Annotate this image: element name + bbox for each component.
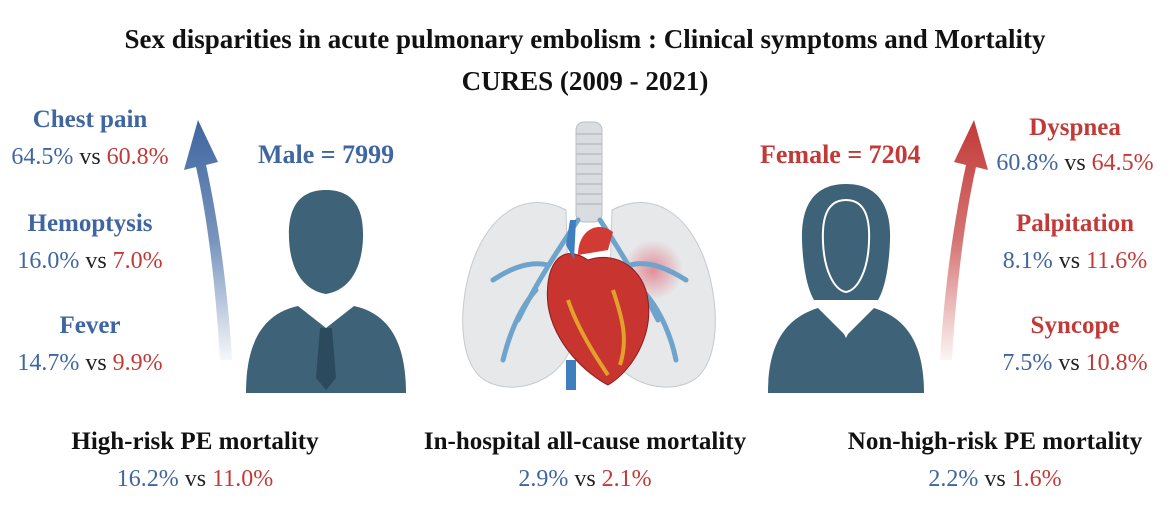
symptom-stat-syncope: 7.5% vs 10.8% — [985, 350, 1165, 377]
vs-text: vs — [1064, 150, 1086, 176]
female-count-label: Female = 7204 — [760, 140, 921, 169]
female-value: 9.9% — [112, 350, 163, 376]
mortality-label-in-hospital: In-hospital all-cause mortality — [423, 428, 747, 455]
female-value: 60.8% — [106, 144, 169, 170]
symptom-stat-fever: 14.7% vs 9.9% — [0, 350, 180, 377]
symptom-stat-dyspnea: 60.8% vs 64.5% — [985, 150, 1165, 177]
symptom-stat-palpitation: 8.1% vs 11.6% — [985, 248, 1165, 275]
male-value: 64.5% — [11, 144, 74, 170]
diagram-title-line2: CURES (2009 - 2021) — [461, 66, 709, 96]
male-silhouette-icon — [246, 190, 406, 393]
female-value: 64.5% — [1091, 150, 1154, 176]
mortality-stat-non-high-risk: 2.2% vs 1.6% — [820, 466, 1170, 493]
lungs-heart-icon — [462, 121, 716, 390]
female-value: 7.0% — [112, 248, 163, 274]
male-value: 2.9% — [518, 466, 569, 492]
vs-text: vs — [574, 466, 596, 492]
female-value: 10.8% — [1085, 350, 1148, 376]
vs-text: vs — [1058, 350, 1080, 376]
vs-text: vs — [1058, 248, 1081, 274]
female-up-arrow-icon — [940, 120, 988, 360]
mortality-stat-high-risk: 16.2% vs 11.0% — [20, 466, 370, 493]
female-value: 1.6% — [1011, 466, 1062, 492]
male-value: 14.7% — [17, 350, 80, 376]
vs-text: vs — [984, 466, 1006, 492]
male-value: 8.1% — [1002, 248, 1053, 274]
symptom-name-chest-pain: Chest pain — [32, 106, 148, 133]
symptom-name-syncope: Syncope — [1030, 312, 1120, 339]
male-up-arrow-icon — [184, 120, 232, 360]
male-count-label: Male = 7999 — [258, 140, 395, 169]
vs-text: vs — [79, 144, 101, 170]
symptom-stat-chest-pain: 64.5% vs 60.8% — [0, 144, 180, 171]
female-value: 11.0% — [212, 466, 274, 492]
vs-text: vs — [85, 350, 107, 376]
symptom-name-hemoptysis: Hemoptysis — [27, 210, 153, 237]
female-value: 11.6% — [1086, 248, 1148, 274]
vs-text: vs — [85, 248, 107, 274]
symptom-stat-hemoptysis: 16.0% vs 7.0% — [0, 248, 180, 275]
symptom-name-fever: Fever — [59, 312, 121, 339]
male-value: 16.0% — [17, 248, 80, 274]
symptom-name-palpitation: Palpitation — [1015, 210, 1135, 237]
mortality-stat-in-hospital: 2.9% vs 2.1% — [420, 466, 750, 493]
male-value: 7.5% — [1002, 350, 1053, 376]
mortality-label-non-high-risk: Non-high-risk PE mortality — [847, 428, 1143, 455]
vs-text: vs — [184, 466, 207, 492]
male-value: 16.2% — [116, 466, 179, 492]
male-value: 60.8% — [996, 150, 1059, 176]
symptom-name-dyspnea: Dyspnea — [1029, 114, 1121, 141]
female-silhouette-icon — [768, 184, 924, 393]
diagram-title-line1: Sex disparities in acute pulmonary embol… — [124, 24, 1046, 54]
male-value: 2.2% — [928, 466, 979, 492]
mortality-label-high-risk: High-risk PE mortality — [71, 428, 319, 455]
female-value: 2.1% — [601, 466, 652, 492]
